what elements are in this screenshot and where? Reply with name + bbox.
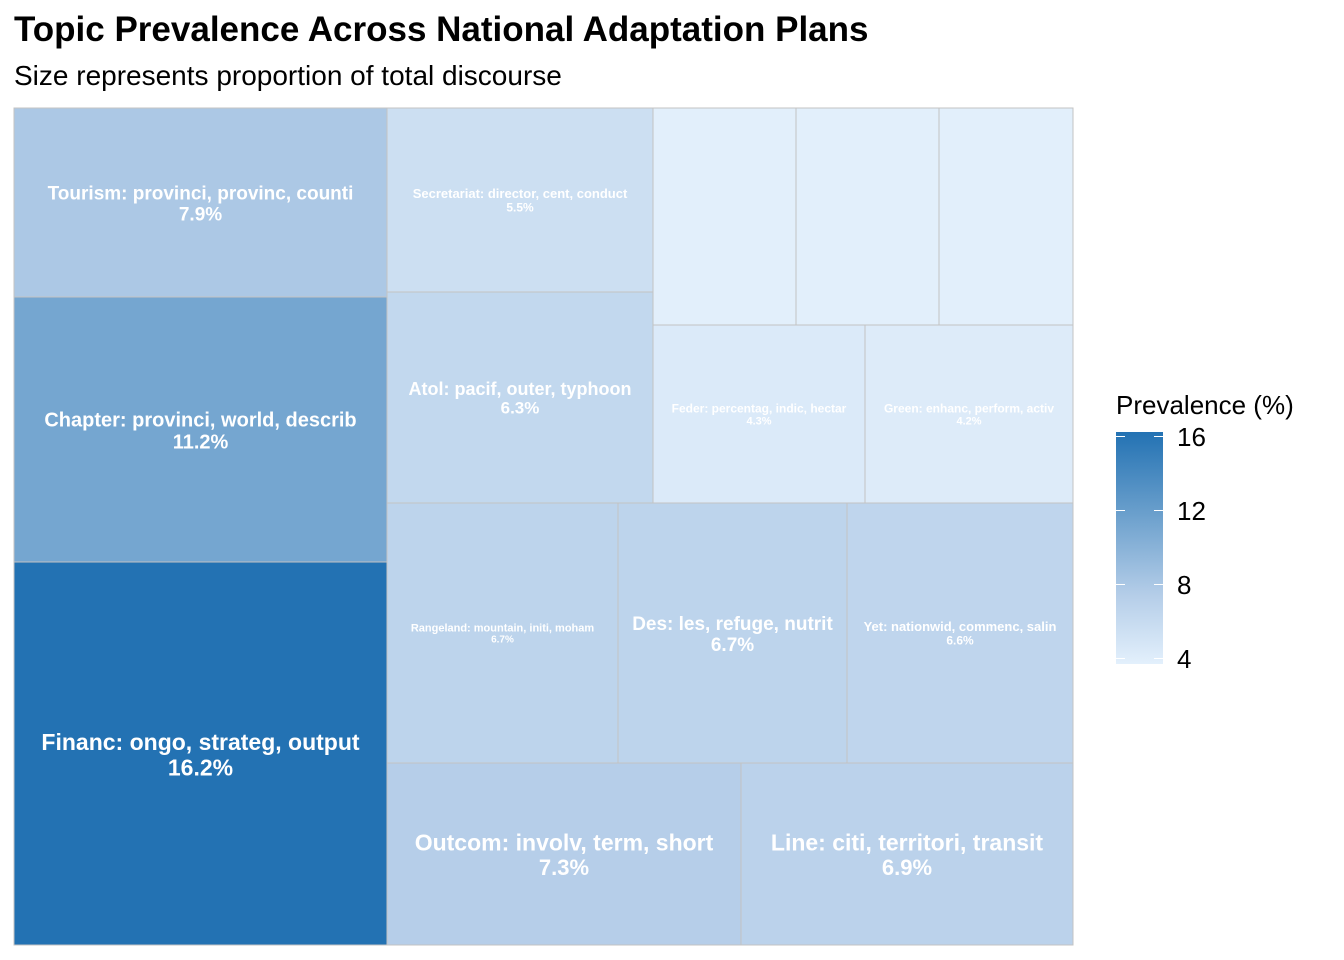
tile-label: Green: enhanc, perform, activ xyxy=(884,401,1054,415)
legend-tick-label: 8 xyxy=(1177,570,1192,600)
tile-label: Rangeland: mountain, initi, moham xyxy=(411,623,595,635)
tile-label: Des: les, refuge, nutrit xyxy=(632,614,833,635)
treemap-tile xyxy=(386,502,619,764)
tile-label: Tourism: provinci, provinc, counti xyxy=(48,184,354,205)
tile-value-label: 11.2% xyxy=(173,432,229,454)
tile-value-label: 5.5% xyxy=(506,200,534,214)
tile-value-label: 16.2% xyxy=(168,754,233,780)
treemap-tile xyxy=(386,107,654,293)
chart-subtitle: Size represents proportion of total disc… xyxy=(14,60,562,91)
tile-label: Outcom: involv, term, short xyxy=(415,830,714,856)
tile-label: Atol: pacif, outer, typhoon xyxy=(409,379,632,399)
treemap-tile xyxy=(13,561,388,946)
tile-value-label: 6.6% xyxy=(946,633,974,647)
legend-tick-label: 4 xyxy=(1177,644,1192,674)
tile-value-label: 6.7% xyxy=(711,635,754,656)
tile-value-label: 6.3% xyxy=(501,399,540,418)
legend-title: Prevalence (%) xyxy=(1116,390,1294,420)
tile-value-label: 7.9% xyxy=(179,205,222,226)
tile-value-label: 7.3% xyxy=(539,855,589,880)
treemap-tile xyxy=(740,762,1074,946)
treemap-tile xyxy=(13,107,388,298)
treemap-tile xyxy=(795,107,940,326)
tile-label: Yet: nationwid, commenc, salin xyxy=(864,619,1057,634)
tile-label: Secretariat: director, cent, conduct xyxy=(413,186,628,201)
tile-value-label: 4.2% xyxy=(956,415,981,427)
tile-value-label: 6.9% xyxy=(882,855,932,880)
legend-tick-label: 12 xyxy=(1177,496,1206,526)
treemap-tile xyxy=(13,296,388,563)
tile-label: Feder: percentag, indic, hectar xyxy=(672,401,847,415)
tile-label: Line: citi, territori, transit xyxy=(771,830,1044,856)
tile-label: Financ: ongo, strateg, output xyxy=(41,729,359,755)
treemap-tile xyxy=(938,107,1074,326)
treemap-tile xyxy=(386,762,742,946)
tile-value-label: 6.7% xyxy=(491,635,514,646)
treemap-tile xyxy=(617,502,848,764)
treemap-tile xyxy=(652,324,866,504)
legend-colorbar xyxy=(1116,432,1163,664)
treemap-tile xyxy=(864,324,1074,504)
tile-value-label: 4.3% xyxy=(746,415,771,427)
chart-title: Topic Prevalence Across National Adaptat… xyxy=(14,10,869,49)
legend-tick-label: 16 xyxy=(1177,422,1206,452)
tile-label: Chapter: provinci, world, describ xyxy=(44,410,356,432)
treemap-tile xyxy=(386,291,654,504)
treemap-tile xyxy=(652,107,797,326)
